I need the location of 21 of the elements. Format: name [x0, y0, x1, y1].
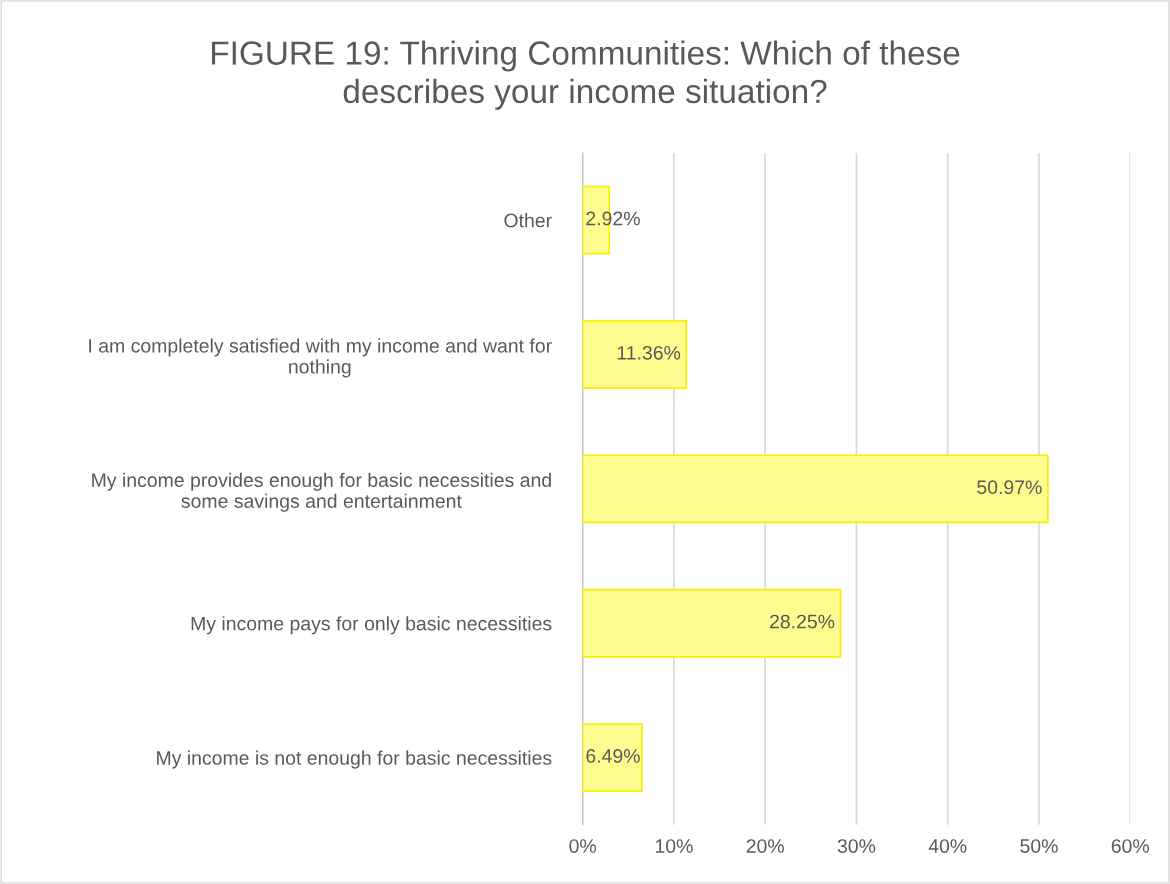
x-tick-label: 50% [1020, 839, 1058, 853]
x-tick-label: 20% [746, 839, 784, 853]
bar [582, 588, 842, 658]
data-label: 50.97% [977, 480, 1042, 495]
bar [582, 454, 1049, 524]
y-tick-label: My income is not enough for basic necessities [157, 750, 552, 769]
x-tick-label: 40% [928, 839, 967, 853]
y-tick-label: My income pays for only basic necessities [191, 616, 552, 635]
y-tick-label: Other [504, 213, 552, 228]
data-label: 28.25% [770, 614, 835, 629]
x-tick-label: 30% [837, 839, 876, 853]
data-label: 11.36% [617, 345, 681, 360]
bar [582, 320, 688, 389]
x-tick-label: 10% [655, 839, 693, 853]
chart-title: FIGURE 19: Thriving Communities: Which of these describes your income situation? [211, 40, 960, 110]
y-tick-label: My income provides enough for basic necessities and some savings and entertainment [92, 472, 551, 512]
x-tick-label: 60% [1111, 839, 1149, 853]
data-label: 6.49% [586, 749, 640, 763]
bar [582, 723, 643, 793]
y-tick-label: I am completely satisfied with my income and want for nothing [89, 338, 552, 378]
x-tick-label: 0% [569, 839, 597, 853]
